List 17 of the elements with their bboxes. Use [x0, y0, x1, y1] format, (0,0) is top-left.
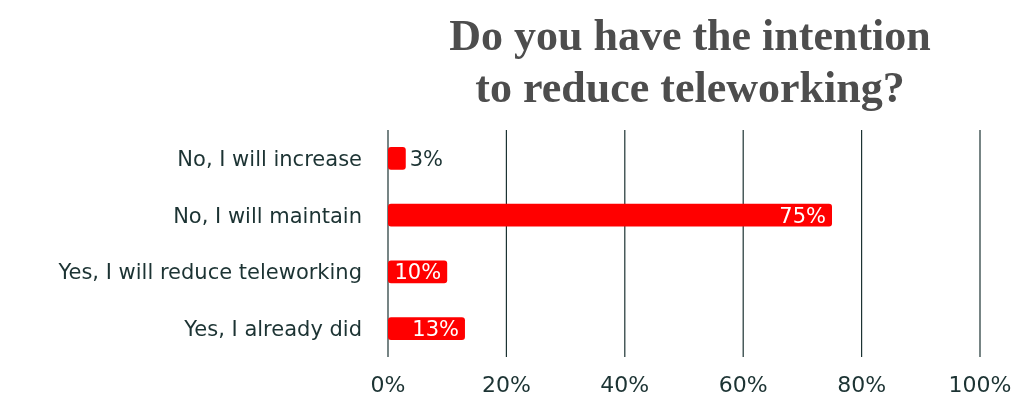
data-label: 13%	[412, 317, 459, 342]
chart-title: Do you have the intention to reduce teleworking?	[449, 11, 931, 112]
x-tick-label: 20%	[481, 372, 531, 397]
x-tick-label: 100%	[948, 372, 1012, 397]
data-label: 3%	[409, 146, 444, 171]
x-tick-label: 0%	[370, 372, 406, 397]
x-tick-label: 40%	[600, 372, 650, 397]
x-tick-label: 80%	[837, 372, 887, 397]
bar	[388, 203, 832, 227]
data-label: 10%	[394, 260, 442, 285]
y-tick-label: No, I will maintain	[173, 203, 362, 228]
y-tick-label: Yes, I will reduce teleworking	[57, 260, 362, 285]
y-tick-label: Yes, I already did	[183, 317, 362, 342]
x-tick-label: 60%	[718, 372, 768, 397]
data-label: 75%	[779, 203, 826, 228]
y-tick-label: No, I will increase	[177, 146, 362, 171]
bar	[388, 147, 406, 170]
